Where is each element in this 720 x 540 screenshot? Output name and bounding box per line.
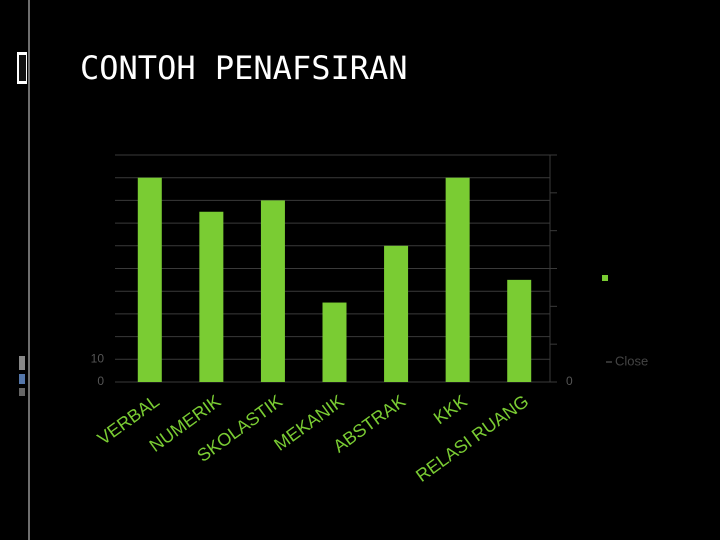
y2-tick-label: 0	[566, 374, 573, 388]
y-tick-label: 80	[91, 193, 105, 207]
legend-label: Close	[615, 353, 648, 368]
y2-tick-label: 4	[566, 223, 573, 237]
y2-tick-label: 6	[566, 147, 573, 161]
legend-marker	[602, 275, 608, 281]
accent-block-inner	[19, 55, 26, 81]
y-tick-label: 40	[91, 283, 105, 297]
bar	[137, 177, 162, 382]
y2-tick-label: 2	[566, 299, 573, 313]
bar	[384, 245, 409, 382]
y-tick-label: 60	[91, 238, 105, 252]
y-tick-label: 0	[97, 374, 104, 388]
bar	[507, 279, 532, 382]
y-tick-label: 50	[91, 261, 105, 275]
y-tick-label: 30	[91, 306, 105, 320]
y-tick-label: 100	[84, 147, 104, 161]
bar	[199, 211, 224, 382]
y-tick-label: 70	[91, 215, 105, 229]
bar	[322, 302, 347, 382]
y-tick-label: 90	[91, 170, 105, 184]
y2-tick-label: 1	[566, 336, 573, 350]
accent-small	[19, 356, 25, 370]
accent-small	[19, 374, 25, 384]
y-tick-label: 20	[91, 329, 105, 343]
y2-tick-label: 5	[566, 185, 573, 199]
slide-title: CONTOH PENAFSIRAN	[80, 49, 408, 87]
accent-small	[19, 388, 25, 396]
y2-tick-label: 3	[566, 261, 573, 275]
bar	[445, 177, 470, 382]
y-tick-label: 10	[91, 351, 105, 365]
bar	[260, 200, 285, 382]
